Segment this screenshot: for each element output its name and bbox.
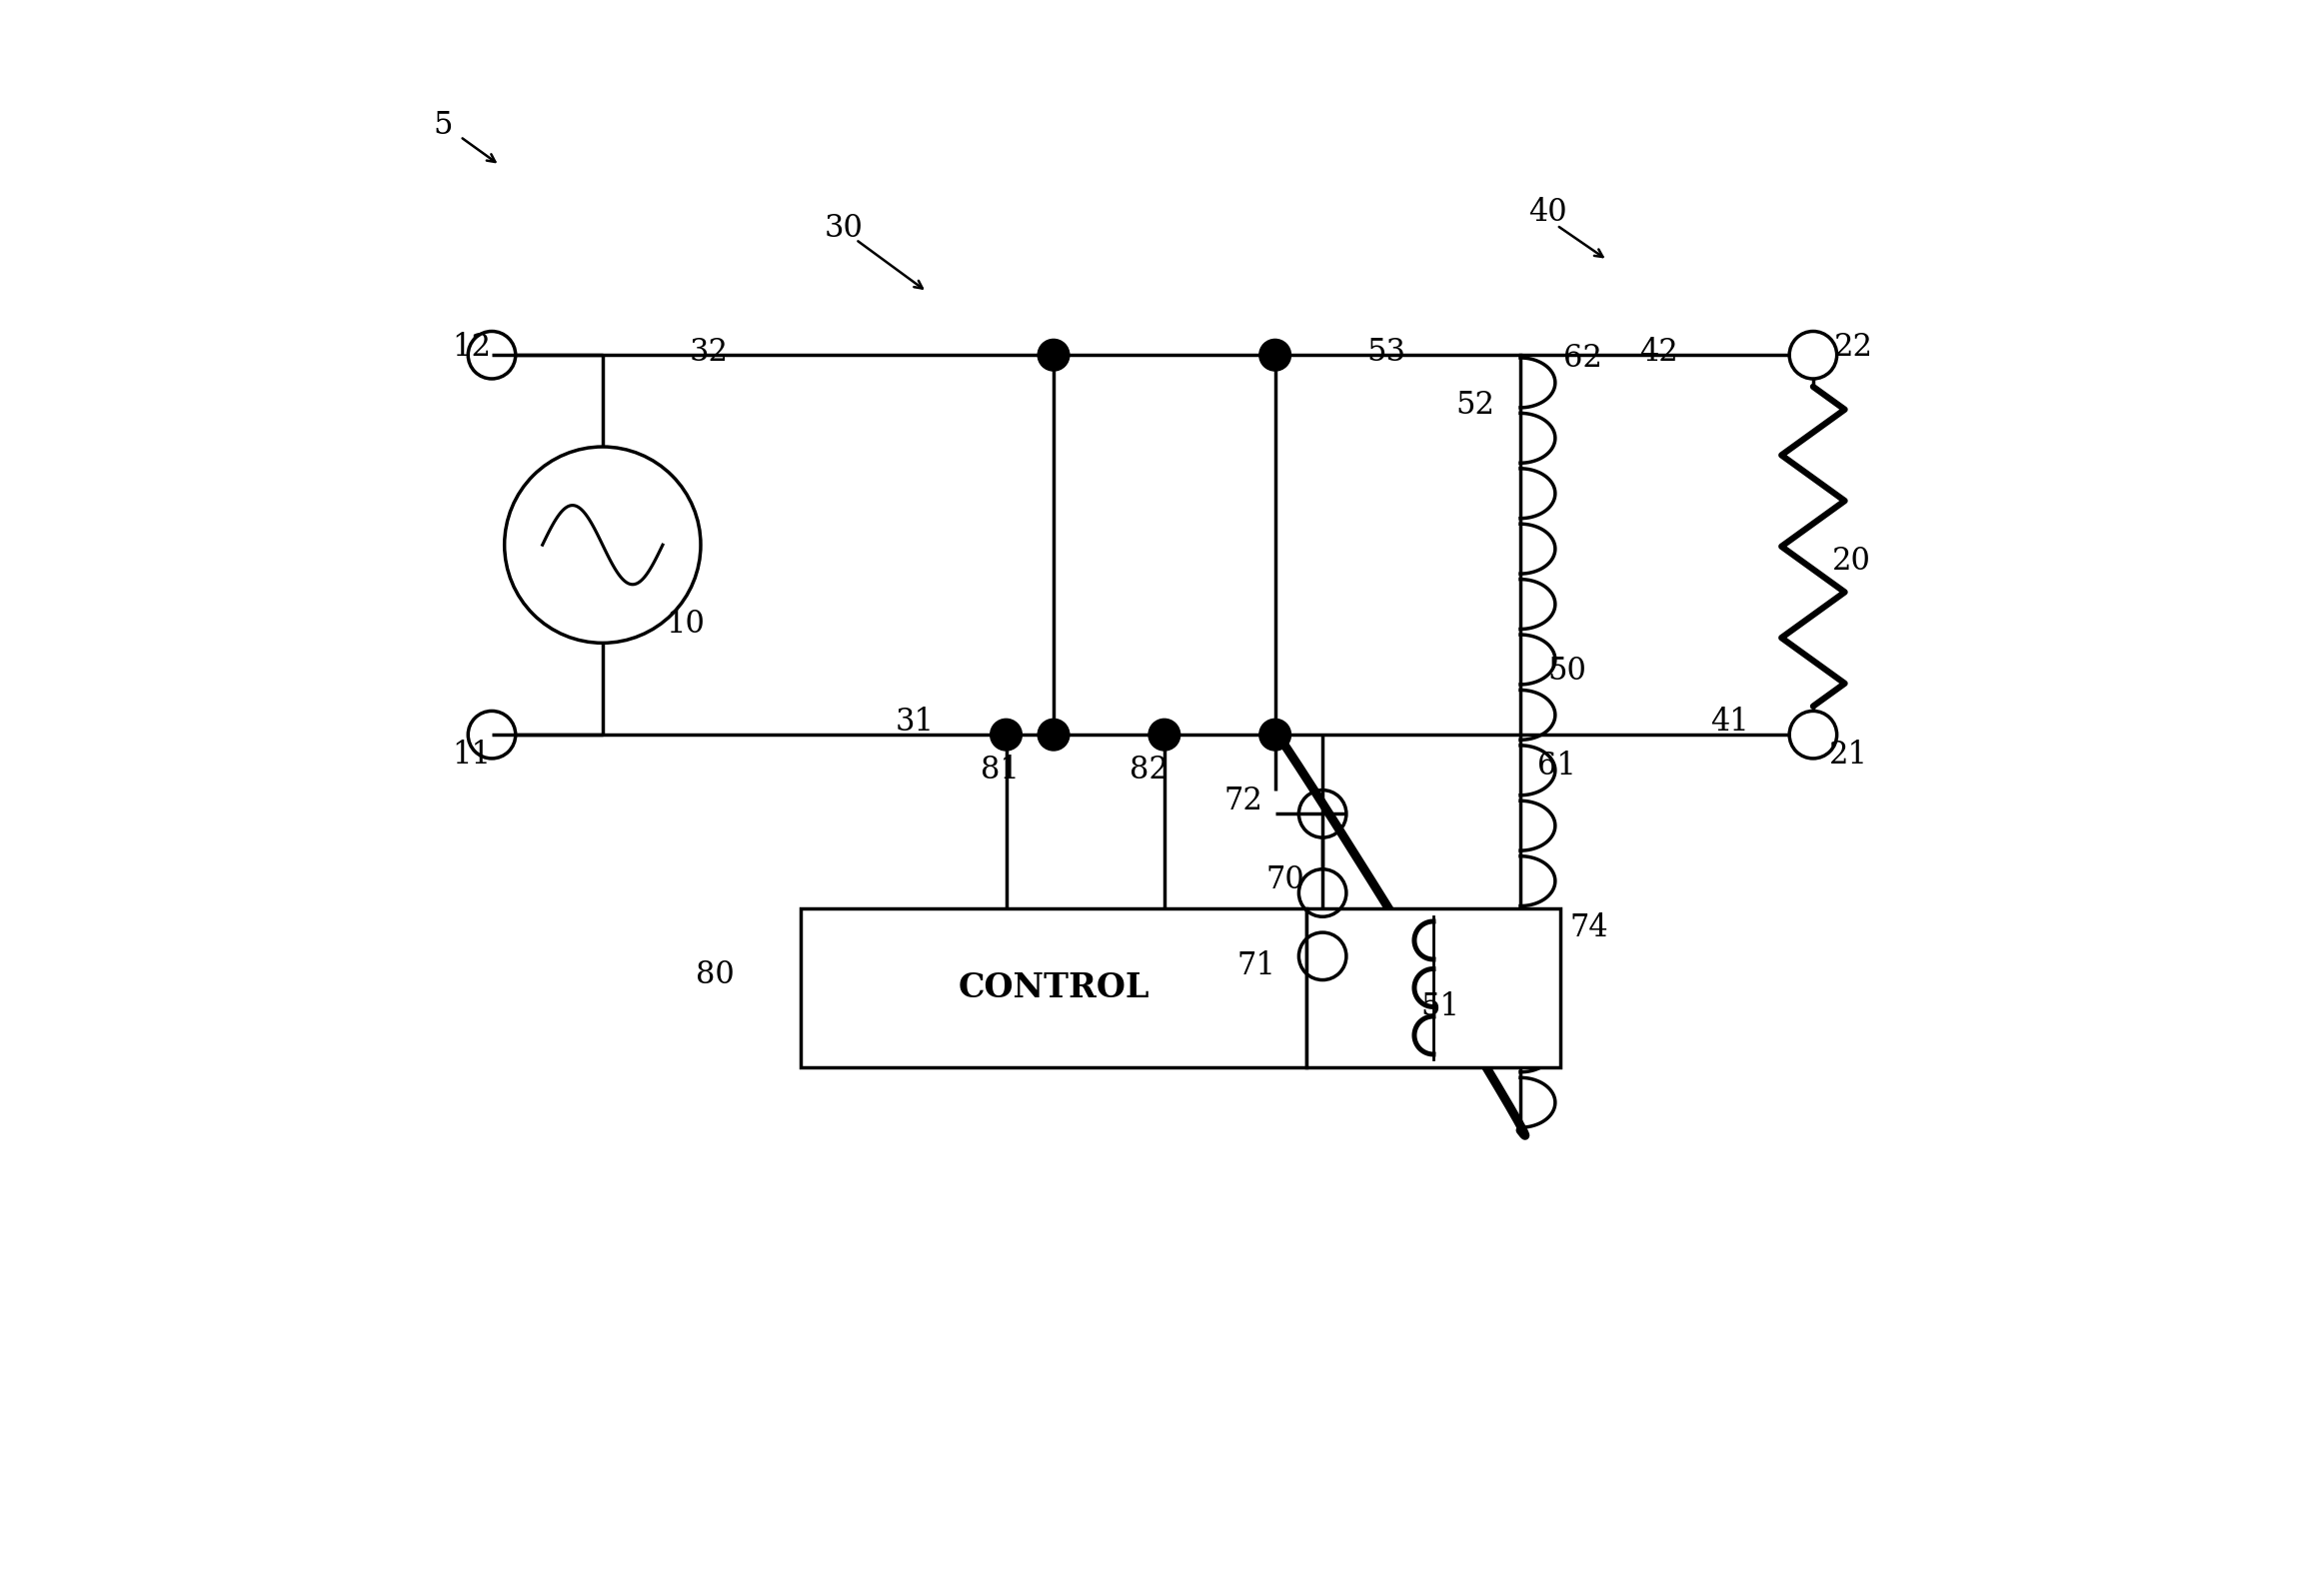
Text: 11: 11 [453, 741, 492, 771]
Text: 70: 70 [1266, 865, 1305, 895]
Text: 5: 5 [434, 110, 453, 140]
Text: 72: 72 [1224, 785, 1263, 817]
Text: 31: 31 [896, 707, 935, 737]
Text: 53: 53 [1367, 337, 1406, 367]
Circle shape [1038, 718, 1070, 750]
Text: 50: 50 [1548, 656, 1587, 686]
Bar [799, 908, 1307, 1068]
Bar [1307, 908, 1560, 1068]
Text: 40: 40 [1528, 198, 1567, 228]
Circle shape [990, 718, 1022, 750]
Text: 32: 32 [689, 337, 728, 367]
Text: 22: 22 [1833, 332, 1872, 362]
Text: 81: 81 [981, 753, 1020, 785]
Circle shape [1038, 340, 1070, 370]
Text: 51: 51 [1420, 991, 1459, 1023]
Text: 52: 52 [1456, 389, 1495, 421]
Circle shape [1259, 718, 1291, 750]
Text: 20: 20 [1833, 546, 1872, 576]
Text: 82: 82 [1130, 753, 1169, 785]
Text: 71: 71 [1238, 950, 1275, 982]
Circle shape [1259, 340, 1291, 370]
Text: 30: 30 [825, 212, 864, 244]
Text: 74: 74 [1569, 913, 1608, 943]
Text: 12: 12 [453, 332, 492, 362]
Text: 80: 80 [696, 959, 735, 991]
Text: 61: 61 [1537, 750, 1576, 782]
Text: 42: 42 [1640, 337, 1677, 367]
Text: CONTROL: CONTROL [958, 972, 1148, 1004]
Circle shape [1148, 718, 1181, 750]
Text: 41: 41 [1711, 707, 1748, 737]
Text: 21: 21 [1828, 741, 1867, 771]
Text: 10: 10 [666, 608, 705, 640]
Text: 62: 62 [1562, 343, 1601, 373]
